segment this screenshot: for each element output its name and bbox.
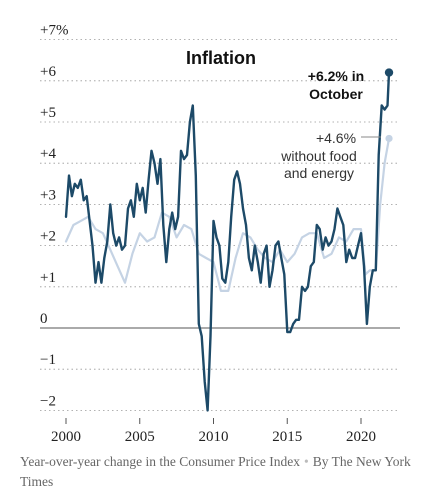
- core-annotation-line-2: without food: [280, 148, 357, 164]
- core-line: [64, 137, 391, 292]
- inflation-chart: +7% +6 +5 +4 +3 +2 +1 0 −1 −2 2000 2005 2010 2015 202…: [40, 23, 400, 445]
- y-tick-label: 0: [40, 311, 48, 327]
- caption-source: Year-over-year change in the Consumer Pr…: [20, 454, 300, 469]
- y-tick-label: +5: [40, 105, 56, 121]
- x-tick-label: 2010: [199, 429, 229, 445]
- chart-caption: Year-over-year change in the Consumer Pr…: [20, 452, 430, 492]
- x-axis-labels: 2000 2005 2010 2015 2020: [51, 418, 376, 445]
- chart-title: Inflation: [186, 48, 256, 68]
- x-tick-label: 2005: [125, 429, 155, 445]
- headline-end-point: [384, 68, 394, 77]
- y-tick-label: −1: [40, 352, 56, 368]
- y-tick-label: +2: [40, 229, 56, 245]
- y-tick-label: +7%: [40, 23, 68, 39]
- x-tick-label: 2015: [272, 429, 302, 445]
- y-tick-label: +3: [40, 187, 56, 203]
- y-tick-label: +4: [40, 146, 56, 162]
- caption-credit: By The New York Times: [20, 454, 411, 489]
- core-annotation-line-3: and energy: [284, 165, 354, 181]
- y-axis-labels: +7% +6 +5 +4 +3 +2 +1 0 −1 −2: [40, 23, 68, 410]
- series-lines: [64, 68, 394, 412]
- y-tick-label: +1: [40, 270, 56, 286]
- core-end-point: [385, 134, 393, 143]
- caption-separator: •: [304, 454, 309, 469]
- annotations: +6.2% in October +4.6% without food and …: [280, 68, 381, 181]
- core-annotation-line-1: +4.6%: [316, 130, 356, 146]
- headline-line: [64, 71, 391, 412]
- headline-annotation-line-2: October: [309, 86, 363, 102]
- headline-annotation-line-1: +6.2% in: [308, 68, 364, 84]
- y-tick-label: −2: [40, 393, 56, 409]
- x-tick-label: 2000: [51, 429, 81, 445]
- x-tick-label: 2020: [346, 429, 376, 445]
- y-tick-label: +6: [40, 64, 56, 80]
